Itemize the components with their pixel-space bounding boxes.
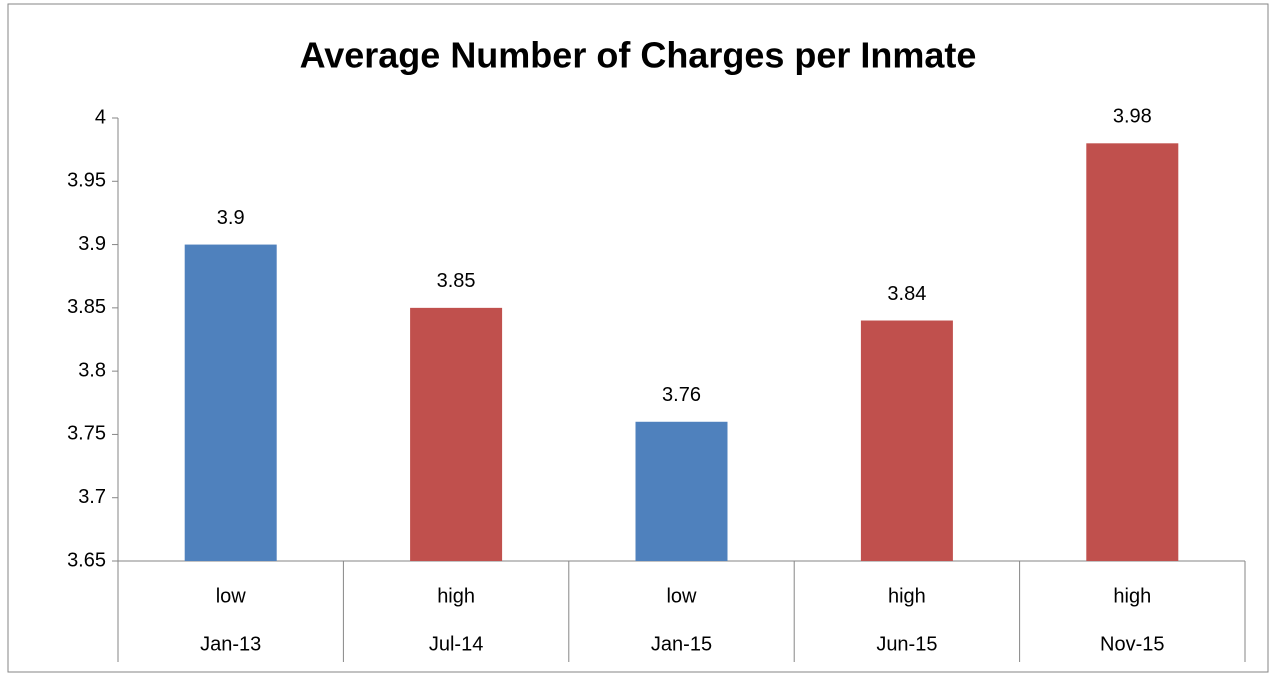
y-tick-label: 3.95	[67, 170, 106, 192]
bar	[860, 320, 953, 561]
y-tick-label: 3.75	[67, 423, 106, 445]
data-label: 3.85	[437, 270, 476, 292]
x-tick-label: Jun-15	[876, 633, 937, 655]
bar	[184, 244, 277, 562]
data-label: 3.98	[1113, 106, 1152, 128]
x-level-label: low	[666, 585, 697, 607]
x-tick-label: Jan-13	[200, 633, 261, 655]
bar	[410, 307, 503, 561]
y-tick-label: 4	[95, 106, 106, 128]
x-tick-label: Jul-14	[429, 633, 483, 655]
y-tick-label: 3.9	[78, 233, 106, 255]
data-label: 3.84	[887, 283, 926, 305]
x-tick-label: Nov-15	[1100, 633, 1164, 655]
y-tick-label: 3.8	[78, 359, 106, 381]
data-label: 3.9	[217, 207, 245, 229]
y-tick-label: 3.65	[67, 549, 106, 571]
x-level-label: high	[437, 585, 475, 607]
x-level-label: high	[888, 585, 926, 607]
y-tick-label: 3.85	[67, 296, 106, 318]
x-level-label: low	[216, 585, 247, 607]
y-tick-label: 3.7	[78, 486, 106, 508]
bar	[1086, 143, 1179, 562]
x-tick-label: Jan-15	[651, 633, 712, 655]
chart-title: Average Number of Charges per Inmate	[300, 35, 977, 76]
data-label: 3.76	[662, 384, 701, 406]
bar	[635, 421, 728, 561]
x-level-label: high	[1113, 585, 1151, 607]
